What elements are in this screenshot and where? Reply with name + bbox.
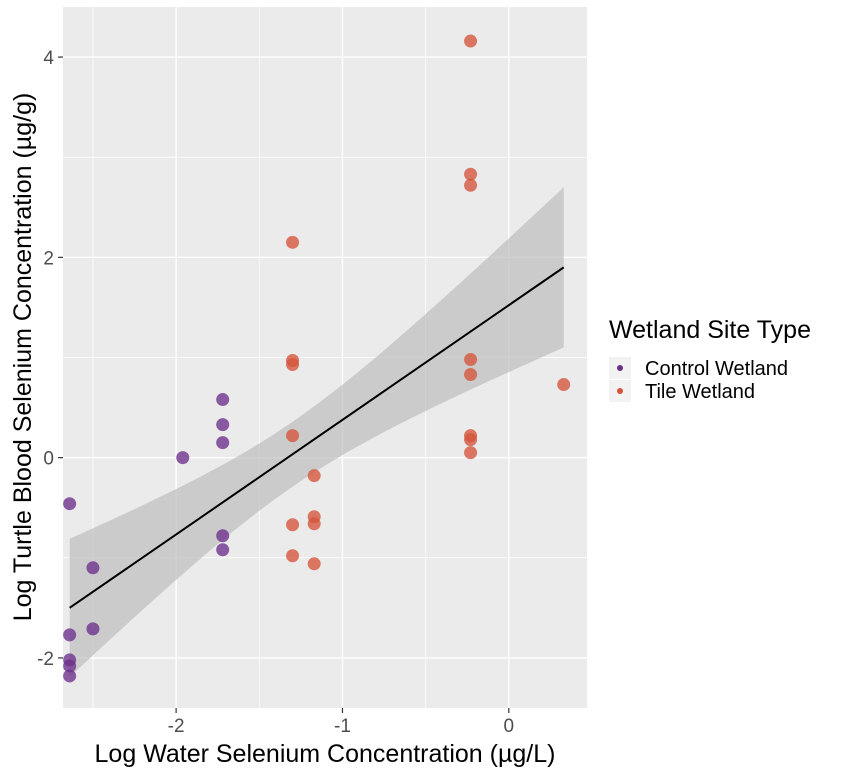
point-control-wetland (216, 418, 230, 432)
point-tile-wetland (464, 178, 478, 192)
x-axis-ticks: -2 -1 0 (168, 708, 514, 737)
legend-label-tile: Tile Wetland (645, 381, 755, 403)
point-tile-wetland (286, 358, 300, 372)
point-tile-wetland (464, 353, 478, 367)
point-tile-wetland (464, 368, 478, 382)
point-tile-wetland (464, 34, 478, 48)
y-tick-label: 2 (43, 248, 54, 269)
point-tile-wetland (286, 235, 300, 249)
point-tile-wetland (557, 378, 571, 392)
point-control-wetland (63, 669, 77, 683)
x-tick-label: -1 (334, 716, 351, 737)
y-tick-label: -2 (37, 649, 54, 670)
point-tile-wetland (307, 517, 321, 531)
y-axis-ticks: -2 0 2 4 (37, 48, 63, 670)
legend: Wetland Site Type Control Wetland Tile W… (609, 316, 811, 403)
legend-key-tile-dot (617, 388, 623, 394)
x-axis-title: Log Water Selenium Concentration (µg/L) (95, 740, 556, 768)
y-axis-title: Log Turtle Blood Selenium Concentration … (9, 93, 37, 622)
point-control-wetland (216, 393, 230, 407)
point-tile-wetland (286, 518, 300, 532)
y-tick-label: 0 (43, 449, 54, 470)
point-tile-wetland (307, 557, 321, 571)
point-tile-wetland (286, 549, 300, 563)
point-control-wetland (216, 529, 230, 543)
point-control-wetland (176, 451, 190, 465)
legend-label-control: Control Wetland (645, 358, 788, 380)
point-tile-wetland (307, 469, 321, 483)
fit-line-layer (69, 266, 565, 609)
point-control-wetland (63, 659, 77, 673)
point-control-wetland (86, 561, 100, 575)
point-tile-wetland (464, 167, 478, 181)
point-control-wetland (63, 497, 77, 511)
point-control-wetland (86, 622, 100, 636)
point-tile-wetland (464, 446, 478, 460)
confidence-band (69, 187, 564, 678)
x-tick-label: -2 (168, 716, 185, 737)
point-control-wetland (63, 628, 77, 642)
legend-title: Wetland Site Type (609, 316, 811, 344)
legend-key-control-dot (617, 365, 623, 371)
point-control-wetland (216, 543, 230, 557)
regression-line (69, 266, 565, 609)
points-layer (63, 34, 571, 683)
point-control-wetland (216, 436, 230, 450)
point-tile-wetland (286, 429, 300, 443)
y-tick-label: 4 (43, 48, 54, 69)
confidence-band-layer (69, 187, 564, 678)
x-tick-label: 0 (504, 716, 515, 737)
point-tile-wetland (464, 433, 478, 447)
